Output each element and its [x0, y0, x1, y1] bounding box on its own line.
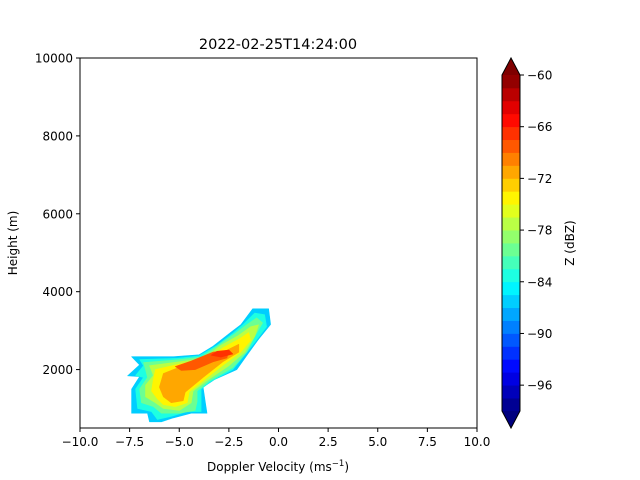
contour-level-7	[210, 349, 234, 358]
colorbar-tick-label: −66	[527, 120, 552, 134]
colorbar-band	[502, 100, 520, 115]
plot-area	[127, 308, 271, 423]
colorbar-band	[502, 255, 520, 270]
y-tick-label: 2000	[42, 363, 73, 377]
x-axis-label: Doppler Velocity (ms−1)	[207, 459, 349, 474]
colorbar-band	[502, 385, 520, 399]
x-axis: −10.0 −7.5 −5.0 −2.5 0.0 2.5 5.0 7.5 10.0	[62, 428, 491, 449]
colorbar-band	[502, 113, 520, 128]
colorbar-extend-min	[502, 411, 520, 428]
x-tick-label: 2.5	[319, 435, 338, 449]
colorbar-band	[502, 126, 520, 141]
x-tick-label: −7.5	[115, 435, 144, 449]
x-tick-label: −5.0	[165, 435, 194, 449]
y-axis-label: Height (m)	[6, 211, 20, 276]
colorbar-outline	[501, 56, 521, 430]
chart-title: 2022-02-25T14:24:00	[199, 37, 357, 53]
colorbar-band	[502, 346, 520, 360]
colorbar-band	[502, 268, 520, 283]
y-tick-label: 6000	[42, 207, 73, 221]
y-tick-label: 4000	[42, 285, 73, 299]
colorbar-band	[502, 398, 520, 412]
x-tick-label: 0.0	[269, 435, 288, 449]
colorbar-band	[502, 230, 520, 244]
x-tick-label: 7.5	[418, 435, 437, 449]
colorbar-tick-label: −90	[527, 327, 552, 341]
colorbar-band	[502, 320, 520, 334]
y-tick-label: 10000	[35, 52, 73, 66]
x-tick-label: −10.0	[62, 435, 99, 449]
x-tick-label: 5.0	[368, 435, 387, 449]
colorbar-extend-max	[502, 58, 520, 75]
colorbar-tick-label: −96	[527, 379, 552, 393]
colorbar-band	[502, 87, 520, 102]
colorbar-band	[502, 359, 520, 373]
colorbar: −60 −66 −72 −78 −84 −90 −96	[501, 56, 552, 430]
colorbar-label: Z (dBZ)	[563, 220, 577, 265]
colorbar-band	[502, 307, 520, 321]
y-tick-label: 8000	[42, 129, 73, 143]
colorbar-band	[502, 204, 520, 218]
colorbar-band	[502, 217, 520, 231]
colorbar-band	[502, 294, 520, 309]
colorbar-tick-label: −78	[527, 224, 552, 238]
colorbar-band	[502, 139, 520, 153]
colorbar-band	[502, 281, 520, 296]
y-axis: 2000 4000 6000 8000 10000	[35, 52, 80, 377]
colorbar-band	[502, 191, 520, 205]
colorbar-band	[502, 152, 520, 166]
colorbar-band	[502, 243, 520, 257]
x-tick-label: 10.0	[464, 435, 491, 449]
colorbar-band	[502, 372, 520, 386]
x-tick-label: −2.5	[214, 435, 243, 449]
colorbar-band	[502, 165, 520, 179]
colorbar-tick-label: −60	[527, 69, 552, 83]
colorbar-band	[502, 75, 520, 89]
colorbar-band	[502, 333, 520, 347]
colorbar-band	[502, 178, 520, 192]
colorbar-tick-label: −84	[527, 275, 552, 289]
colorbar-tick-label: −72	[527, 172, 552, 186]
